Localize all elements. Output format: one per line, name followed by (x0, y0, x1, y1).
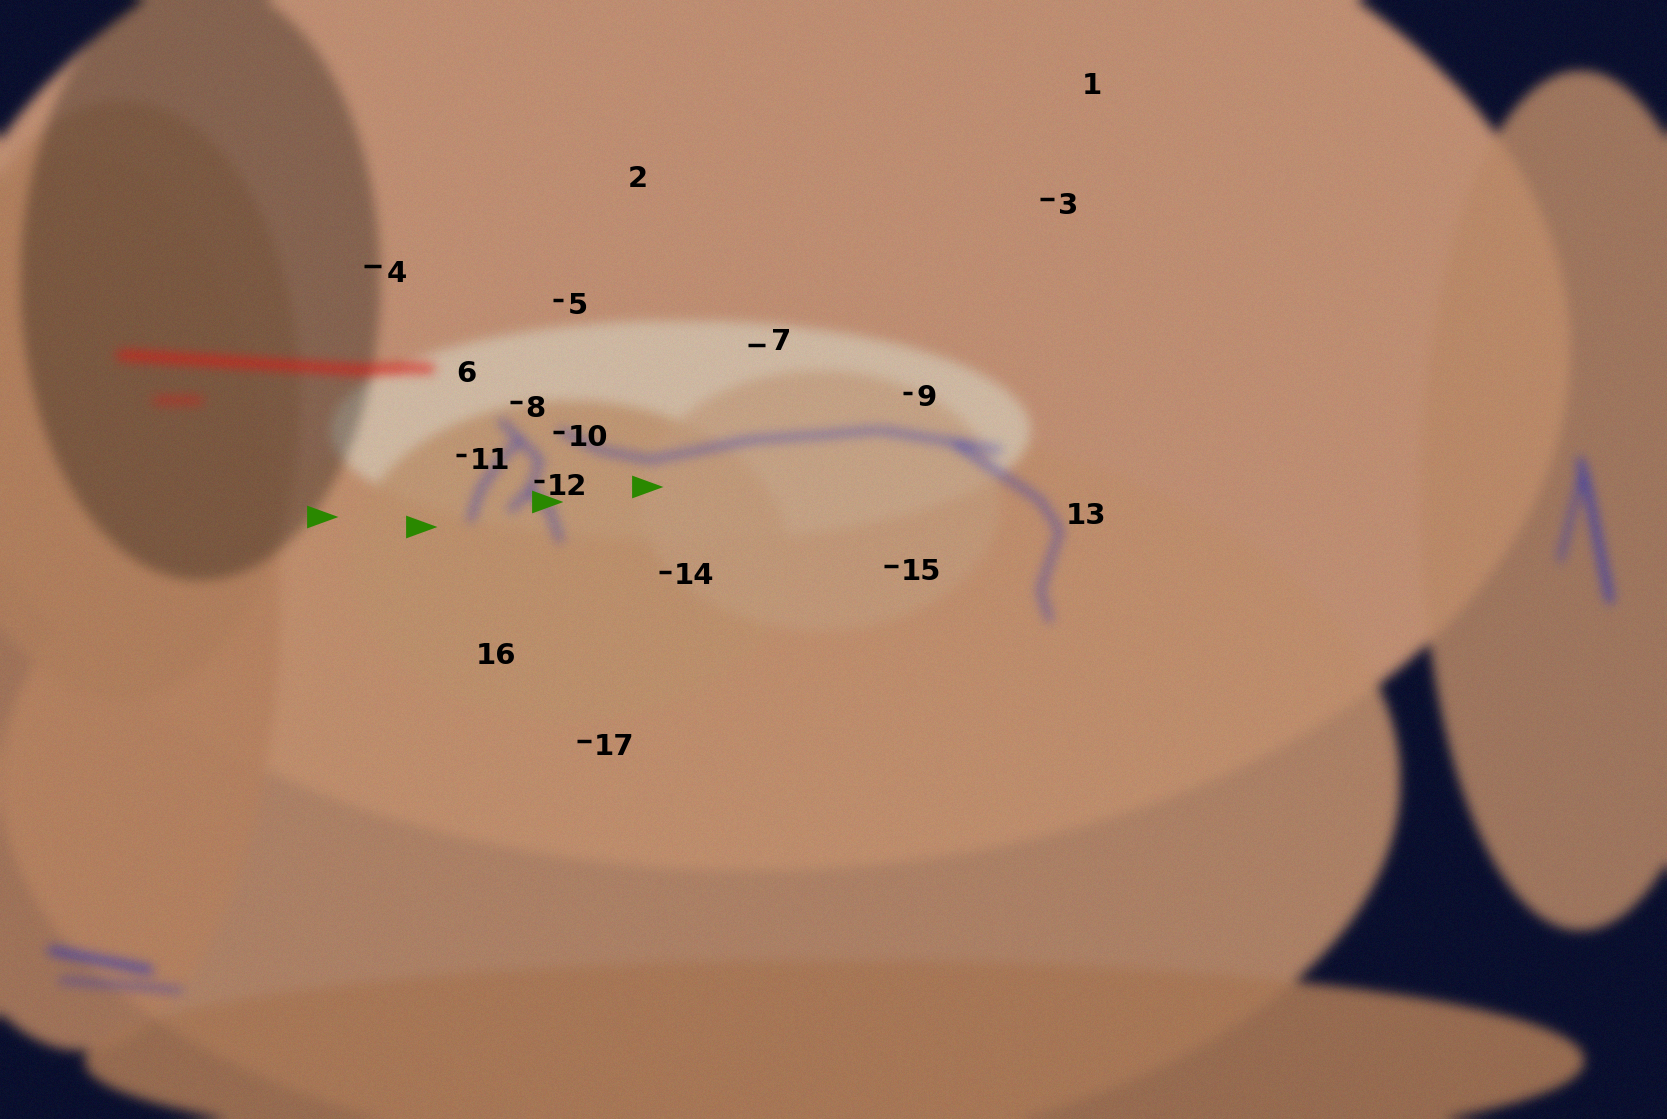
Text: 11: 11 (470, 446, 510, 474)
Text: 12: 12 (547, 473, 587, 501)
Text: 4: 4 (387, 260, 407, 288)
Polygon shape (632, 476, 663, 498)
Text: 9: 9 (915, 384, 937, 412)
Text: 3: 3 (1059, 192, 1079, 220)
Text: 6: 6 (457, 360, 477, 388)
Text: 14: 14 (673, 562, 715, 590)
Text: 7: 7 (772, 328, 792, 356)
Text: 15: 15 (900, 558, 942, 586)
Text: 17: 17 (593, 733, 635, 761)
Text: 10: 10 (568, 424, 608, 452)
Polygon shape (307, 506, 338, 528)
Polygon shape (532, 490, 563, 514)
Text: 1: 1 (1082, 72, 1102, 100)
Text: 2: 2 (628, 164, 648, 192)
Polygon shape (407, 516, 437, 538)
Text: 13: 13 (1065, 502, 1107, 530)
Text: 8: 8 (525, 395, 545, 423)
Text: 5: 5 (568, 292, 588, 320)
Text: 16: 16 (477, 642, 517, 670)
